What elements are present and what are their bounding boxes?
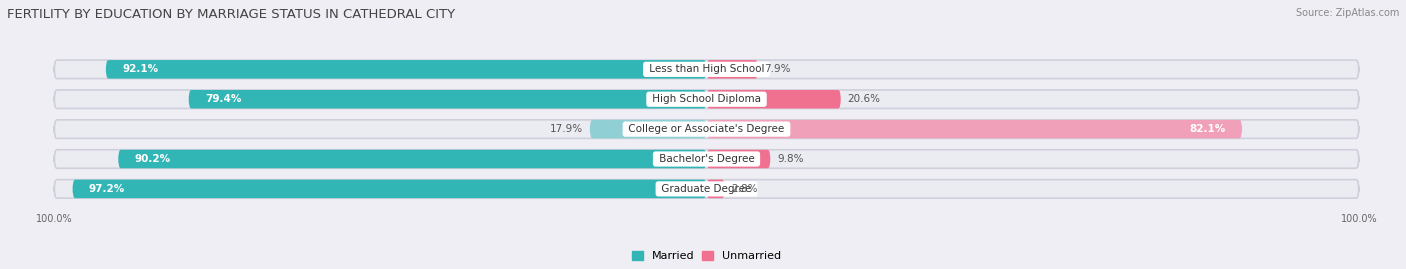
Text: 97.2%: 97.2% (89, 184, 125, 194)
Text: 17.9%: 17.9% (550, 124, 583, 134)
Text: Graduate Degree: Graduate Degree (658, 184, 755, 194)
FancyBboxPatch shape (55, 120, 1358, 138)
FancyBboxPatch shape (707, 180, 724, 198)
Text: 20.6%: 20.6% (848, 94, 880, 104)
FancyBboxPatch shape (55, 150, 1358, 168)
Text: 82.1%: 82.1% (1189, 124, 1226, 134)
Text: High School Diploma: High School Diploma (650, 94, 763, 104)
FancyBboxPatch shape (55, 90, 1358, 108)
FancyBboxPatch shape (55, 180, 1358, 198)
FancyBboxPatch shape (707, 90, 841, 108)
FancyBboxPatch shape (105, 60, 707, 79)
FancyBboxPatch shape (707, 120, 1241, 138)
Text: College or Associate's Degree: College or Associate's Degree (626, 124, 787, 134)
FancyBboxPatch shape (589, 120, 707, 138)
Legend: Married, Unmarried: Married, Unmarried (628, 246, 785, 266)
FancyBboxPatch shape (707, 60, 758, 79)
FancyBboxPatch shape (707, 150, 770, 168)
Text: FERTILITY BY EDUCATION BY MARRIAGE STATUS IN CATHEDRAL CITY: FERTILITY BY EDUCATION BY MARRIAGE STATU… (7, 8, 456, 21)
Text: Source: ZipAtlas.com: Source: ZipAtlas.com (1295, 8, 1399, 18)
Text: 7.9%: 7.9% (765, 64, 792, 74)
Text: 79.4%: 79.4% (205, 94, 242, 104)
Text: 2.8%: 2.8% (731, 184, 758, 194)
Text: Less than High School: Less than High School (645, 64, 768, 74)
FancyBboxPatch shape (118, 150, 707, 168)
Text: 9.8%: 9.8% (778, 154, 803, 164)
Text: Bachelor's Degree: Bachelor's Degree (655, 154, 758, 164)
FancyBboxPatch shape (55, 60, 1358, 79)
Text: 90.2%: 90.2% (135, 154, 170, 164)
Text: 92.1%: 92.1% (122, 64, 159, 74)
FancyBboxPatch shape (73, 180, 707, 198)
FancyBboxPatch shape (188, 90, 707, 108)
